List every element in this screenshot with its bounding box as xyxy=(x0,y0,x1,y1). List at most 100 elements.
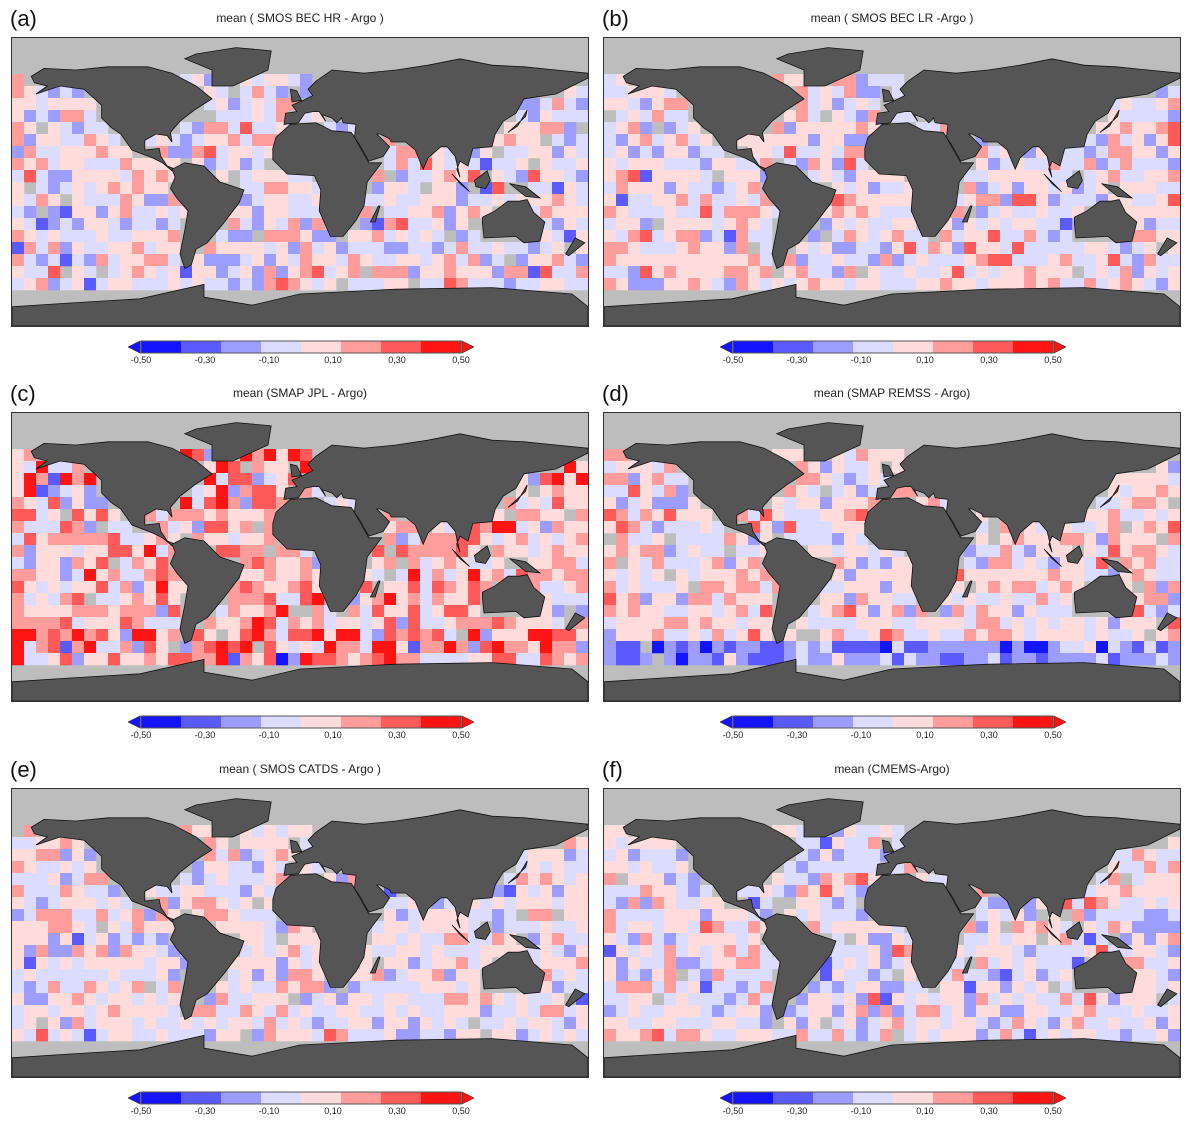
grid-cell xyxy=(456,653,469,666)
grid-cell xyxy=(408,266,421,279)
grid-cell xyxy=(456,1005,469,1018)
grid-cell xyxy=(748,230,761,243)
grid-cell xyxy=(892,653,905,666)
colorbar-arrow-low xyxy=(720,1091,733,1105)
grid-cell xyxy=(820,1005,833,1018)
grid-cell xyxy=(832,981,845,994)
grid-cell xyxy=(372,170,385,183)
grid-cell xyxy=(456,969,469,982)
grid-cell xyxy=(276,1029,289,1042)
grid-cell xyxy=(60,993,73,1006)
grid-cell xyxy=(1156,278,1169,291)
grid-cell xyxy=(288,557,301,570)
grid-cell xyxy=(204,909,217,922)
grid-cell xyxy=(1156,945,1169,958)
grid-cell xyxy=(712,641,725,654)
grid-cell xyxy=(216,461,229,474)
grid-cell xyxy=(1048,569,1061,582)
grid-cell xyxy=(120,933,133,946)
grid-cell xyxy=(856,861,869,874)
grid-cell xyxy=(676,569,689,582)
grid-cell xyxy=(156,605,169,618)
grid-cell xyxy=(384,641,397,654)
grid-cell xyxy=(1024,593,1037,606)
grid-cell xyxy=(528,873,541,886)
grid-cell xyxy=(216,254,229,267)
grid-cell xyxy=(96,581,109,594)
grid-cell xyxy=(288,1029,301,1042)
grid-cell xyxy=(856,242,869,255)
grid-cell xyxy=(952,629,965,642)
grid-cell xyxy=(12,933,25,946)
landmass-sa xyxy=(169,537,245,644)
grid-cell xyxy=(1156,641,1169,654)
grid-cell xyxy=(36,485,49,498)
grid-cell xyxy=(456,182,469,195)
grid-cell xyxy=(1012,921,1025,934)
grid-cell xyxy=(1156,629,1169,642)
grid-cell xyxy=(432,278,445,291)
grid-cell xyxy=(480,1017,493,1030)
grid-cell xyxy=(48,170,61,183)
colorbar-bin xyxy=(933,1092,973,1104)
grid-cell xyxy=(940,653,953,666)
grid-cell xyxy=(36,473,49,486)
grid-cell xyxy=(144,933,157,946)
grid-cell xyxy=(240,146,253,159)
grid-cell xyxy=(664,1017,677,1030)
grid-cell xyxy=(192,485,205,498)
grid-cell xyxy=(700,134,713,147)
grid-cell xyxy=(1024,981,1037,994)
grid-cell xyxy=(84,266,97,279)
landmass-madagascar xyxy=(369,580,381,598)
grid-cell xyxy=(552,1029,565,1042)
grid-cell xyxy=(748,593,761,606)
grid-cell xyxy=(72,134,85,147)
grid-cell xyxy=(576,509,588,522)
grid-cell xyxy=(540,521,553,534)
grid-cell xyxy=(640,581,653,594)
grid-cell xyxy=(1000,569,1013,582)
grid-cell xyxy=(72,122,85,135)
grid-cell xyxy=(808,521,821,534)
landmass-newguinea xyxy=(509,934,542,950)
grid-cell xyxy=(1168,509,1180,522)
grid-cell xyxy=(904,218,917,231)
grid-cell xyxy=(528,521,541,534)
grid-cell xyxy=(640,509,653,522)
colorbar-bin xyxy=(1013,716,1053,728)
grid-cell xyxy=(1000,158,1013,171)
grid-cell xyxy=(12,473,25,486)
grid-cell xyxy=(760,993,773,1006)
grid-cell xyxy=(384,605,397,618)
panel-label: (d) xyxy=(602,381,629,406)
grid-cell xyxy=(820,146,833,159)
grid-cell xyxy=(892,242,905,255)
grid-cell xyxy=(616,921,629,934)
grid-cell xyxy=(772,873,785,886)
grid-cell xyxy=(132,605,145,618)
grid-cell xyxy=(844,605,857,618)
grid-cell xyxy=(180,134,193,147)
colorbar-tick-label: 0,30 xyxy=(980,355,998,365)
grid-cell xyxy=(252,557,265,570)
colorbar-tick-label: 0,50 xyxy=(1044,1106,1062,1116)
grid-cell xyxy=(144,629,157,642)
grid-cell xyxy=(552,533,565,546)
grid-cell xyxy=(976,921,989,934)
grid-cell xyxy=(552,158,565,171)
grid-cell xyxy=(1024,569,1037,582)
grid-cell xyxy=(276,206,289,219)
grid-cell xyxy=(228,122,241,135)
grid-cell xyxy=(108,266,121,279)
grid-cell xyxy=(988,569,1001,582)
grid-cell xyxy=(604,485,617,498)
grid-cell xyxy=(664,170,677,183)
grid-cell xyxy=(264,278,277,291)
grid-cell xyxy=(856,1029,869,1042)
grid-cell xyxy=(604,449,617,462)
grid-cell xyxy=(604,849,617,862)
grid-cell xyxy=(1060,1017,1073,1030)
grid-cell xyxy=(928,653,941,666)
grid-cell xyxy=(276,1017,289,1030)
